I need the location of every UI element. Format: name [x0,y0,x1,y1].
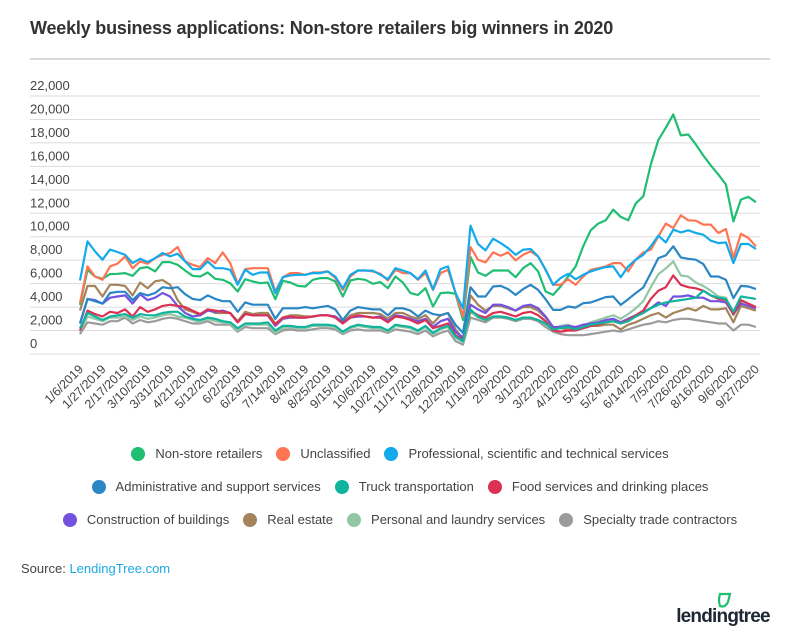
source-note: Source: LendingTree.com [21,561,170,576]
legend-dot [131,446,146,461]
y-tick-label: 8,000 [30,242,63,257]
title-divider [30,58,770,60]
series-line-administrative-and-support-services [78,245,757,334]
y-tick-label: 18,000 [30,125,70,140]
series-line-food-services-and-drinking-places [78,274,757,341]
legend-label: Personal and laundry services [371,512,546,527]
leaf-icon [717,592,732,608]
series-line-personal-and-laundry-services [79,260,757,344]
y-tick-label: 6,000 [30,266,63,281]
legend-item-construction[interactable]: Construction of buildings [62,512,230,527]
legend-label: Truck transportation [358,479,474,494]
y-tick-label: 0 [30,336,37,351]
legend-row-3: Construction of buildings Real estate Pe… [0,512,800,527]
legend-item-personal-laundry[interactable]: Personal and laundry services [347,512,545,527]
legend-item-unclassified[interactable]: Unclassified [276,446,370,461]
legend-item-professional-services[interactable]: Professional, scientific and technical s… [384,446,669,461]
legend-label: Real estate [267,512,334,527]
legend-dot [384,446,399,461]
y-tick-label: 4,000 [30,289,63,304]
legend-label: Administrative and support services [115,479,321,494]
legend-label: Professional, scientific and technical s… [408,446,669,461]
chart-title: Weekly business applications: Non-store … [30,18,614,38]
legend-item-real-estate[interactable]: Real estate [243,512,333,527]
source-link[interactable]: LendingTree.com [69,561,171,576]
series-line-truck-transportation [79,289,757,343]
legend-item-truck-transportation[interactable]: Truck transportation [334,479,474,494]
legend-row-1: Non-store retailers Unclassified Profess… [0,446,800,461]
lendingtree-logo: lendingtree [676,592,771,627]
legend-label: Unclassified [300,446,371,461]
y-tick-label: 10,000 [30,219,70,234]
y-tick-label: 22,000 [30,78,70,93]
series-line-non-store-retailers [78,113,757,322]
y-axis-labels: 0 2,000 4,000 6,000 8,000 10,000 12,000 14,000 1… [30,78,70,351]
legend-item-non-store-retailers[interactable]: Non-store retailers [131,446,262,461]
legend-item-specialty-trade[interactable]: Specialty trade contractors [559,512,737,527]
legend-dot [276,446,291,461]
legend-label: Food services and drinking places [511,479,709,494]
y-tick-label: 14,000 [30,172,70,187]
series-line-specialty-trade-contractors [79,316,757,346]
line-chart: 0 2,000 4,000 6,000 8,000 10,000 12,000 14,000 1… [30,78,762,416]
legend-dot [91,479,106,494]
x-axis-labels: 1/6/20191/27/20192/17/20193/10/20193/31/… [42,362,762,416]
legend-dot [62,512,77,527]
series-line-professional-scientific-and-technical-services [78,224,757,310]
y-tick-label: 12,000 [30,195,70,210]
legend-dot [243,512,258,527]
legend-item-administrative-support[interactable]: Administrative and support services [91,479,321,494]
svg-text:lendingtree: lendingtree [676,606,770,627]
y-tick-label: 16,000 [30,148,70,163]
legend-dot [559,512,574,527]
legend-label: Specialty trade contractors [583,512,738,527]
legend-label: Non-store retailers [155,446,263,461]
legend-dot [347,512,362,527]
legend-dot [334,479,349,494]
series-lines [78,113,757,346]
source-label: Source: [21,561,66,576]
legend-label: Construction of buildings [86,512,230,527]
y-tick-label: 20,000 [30,101,70,116]
legend-item-food-services[interactable]: Food services and drinking places [487,479,709,494]
legend-dot [487,479,502,494]
legend-row-2: Administrative and support services Truc… [0,479,800,494]
y-tick-label: 2,000 [30,313,63,328]
